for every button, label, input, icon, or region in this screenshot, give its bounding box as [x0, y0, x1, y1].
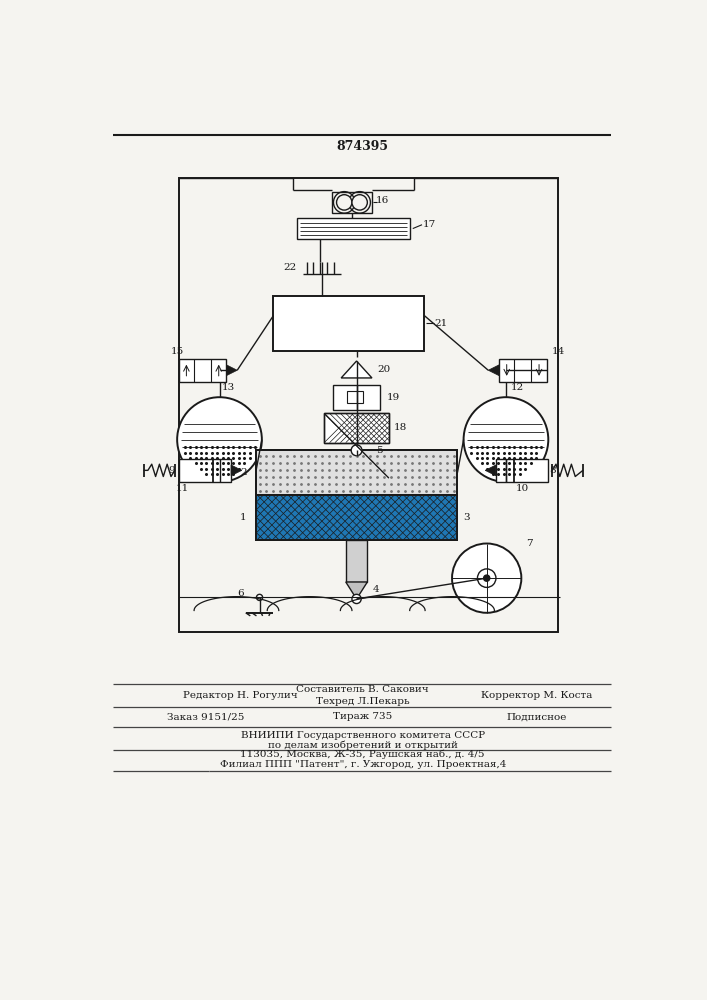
Text: 2: 2: [240, 468, 247, 477]
Circle shape: [257, 594, 262, 600]
Text: Техред Л.Пекарь: Техред Л.Пекарь: [316, 697, 409, 706]
Polygon shape: [341, 361, 372, 378]
Text: Редактор Н. Рогулич: Редактор Н. Рогулич: [182, 691, 297, 700]
Text: Филиал ППП "Патент", г. Ужгород, ул. Проектная,4: Филиал ППП "Патент", г. Ужгород, ул. Про…: [220, 760, 506, 769]
Bar: [332, 192, 372, 213]
Text: 14: 14: [551, 347, 565, 356]
Circle shape: [352, 594, 361, 604]
Text: 113035, Москва, Ж-35, Раушская наб., д. 4/5: 113035, Москва, Ж-35, Раушская наб., д. …: [240, 750, 485, 759]
Bar: [179, 459, 231, 482]
Text: Корректор М. Коста: Корректор М. Коста: [481, 691, 592, 700]
Text: 3: 3: [463, 513, 470, 522]
Bar: [179, 359, 226, 382]
Circle shape: [477, 569, 496, 587]
Bar: [179, 178, 559, 632]
Bar: [347, 391, 363, 403]
Text: 6: 6: [237, 589, 244, 598]
Text: 10: 10: [515, 484, 529, 493]
Text: 17: 17: [423, 220, 436, 229]
Text: 15: 15: [170, 347, 184, 356]
Circle shape: [177, 397, 262, 482]
Text: 1: 1: [240, 513, 247, 522]
Bar: [499, 359, 547, 382]
Bar: [256, 450, 457, 495]
Bar: [325, 413, 389, 443]
Text: 5: 5: [376, 446, 383, 455]
Text: 4: 4: [373, 585, 379, 594]
Bar: [296, 218, 411, 239]
Bar: [334, 385, 380, 410]
Bar: [256, 450, 457, 495]
Text: 18: 18: [394, 424, 407, 432]
Text: Составитель В. Сакович: Составитель В. Сакович: [296, 685, 429, 694]
Polygon shape: [485, 465, 496, 476]
Text: 8: 8: [549, 466, 556, 475]
Text: 7: 7: [526, 539, 532, 548]
Text: Подписное: Подписное: [506, 712, 567, 721]
Bar: [256, 495, 457, 540]
Bar: [256, 495, 457, 540]
Text: 16: 16: [376, 196, 390, 205]
Text: 12: 12: [511, 383, 524, 392]
Polygon shape: [346, 582, 368, 599]
Bar: [274, 296, 424, 351]
Polygon shape: [231, 465, 242, 476]
Bar: [325, 413, 389, 443]
Circle shape: [352, 195, 368, 210]
Polygon shape: [226, 365, 238, 376]
Bar: [346, 540, 368, 582]
Text: 11: 11: [176, 484, 189, 493]
Bar: [496, 459, 549, 482]
Polygon shape: [489, 365, 499, 376]
Text: 19: 19: [387, 393, 400, 402]
Circle shape: [351, 445, 362, 456]
Text: 9: 9: [168, 466, 175, 475]
Text: Тираж 735: Тираж 735: [333, 712, 392, 721]
Circle shape: [464, 397, 549, 482]
Text: по делам изобретений и открытий: по делам изобретений и открытий: [268, 740, 457, 750]
Text: 13: 13: [222, 383, 235, 392]
Text: 20: 20: [377, 365, 390, 374]
Text: ВНИИПИ Государственного комитета СССР: ВНИИПИ Государственного комитета СССР: [240, 732, 485, 740]
Text: Заказ 9151/25: Заказ 9151/25: [167, 712, 245, 721]
Circle shape: [337, 195, 352, 210]
Bar: [256, 495, 457, 540]
Circle shape: [452, 544, 521, 613]
Circle shape: [484, 575, 490, 581]
Text: 21: 21: [435, 319, 448, 328]
Text: 874395: 874395: [337, 140, 389, 153]
Text: 22: 22: [284, 263, 296, 272]
